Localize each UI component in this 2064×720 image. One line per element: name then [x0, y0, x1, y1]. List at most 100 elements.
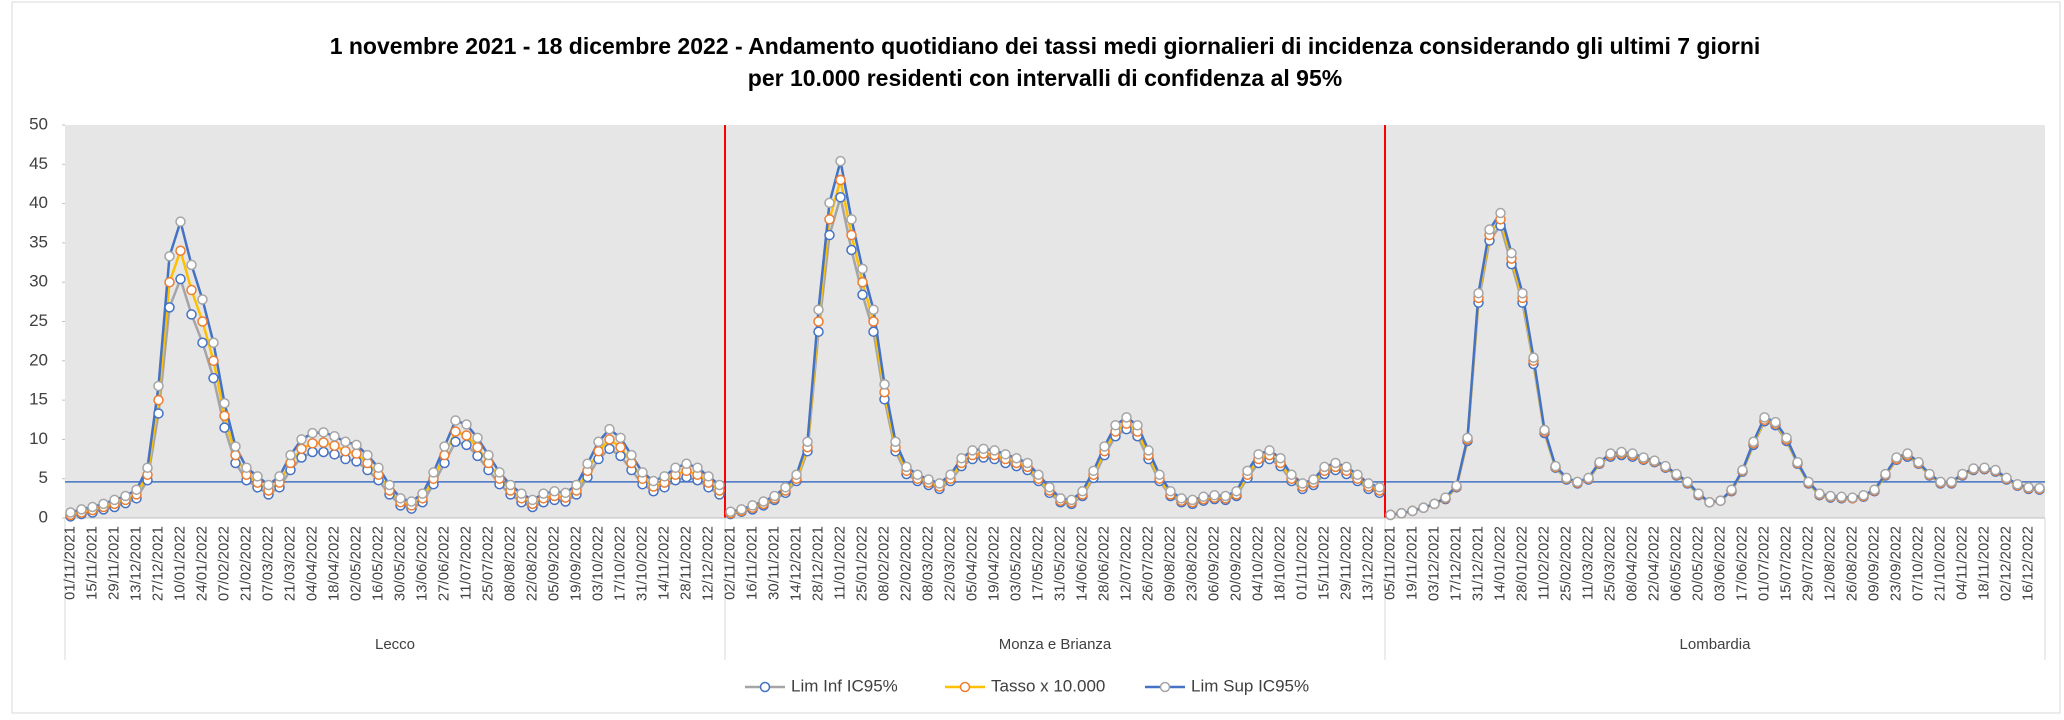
x-tick-label: 21/03/2022 [281, 526, 298, 601]
y-tick-label: 25 [29, 311, 48, 330]
data-point [835, 155, 846, 167]
x-tick-label: 23/09/2022 [1887, 526, 1904, 601]
data-point [648, 475, 659, 487]
x-tick-label: 13/12/2022 [1359, 526, 1376, 601]
data-point [1374, 482, 1385, 493]
legend-label: Lim Inf IC95% [791, 676, 898, 695]
x-tick-label: 01/11/2021 [61, 526, 78, 600]
x-tick-label: 26/07/2022 [1139, 526, 1156, 601]
data-point [1847, 492, 1858, 503]
data-point [1297, 478, 1308, 489]
chart-title: per 10.000 residenti con intervalli di c… [748, 65, 1342, 91]
data-point [714, 479, 725, 491]
data-point [571, 479, 582, 491]
x-tick-label: 15/07/2022 [1777, 526, 1794, 601]
data-point [307, 427, 318, 439]
data-point [1418, 502, 1429, 514]
x-tick-label: 02/05/2022 [347, 526, 364, 601]
x-tick-label: 13/06/2022 [413, 526, 430, 601]
data-point [450, 436, 461, 448]
data-point [813, 304, 824, 315]
data-point [670, 462, 681, 473]
y-tick-label: 0 [39, 507, 48, 526]
data-point [1429, 498, 1440, 510]
data-point [1341, 461, 1352, 473]
data-point [1187, 494, 1198, 506]
data-point [1781, 432, 1792, 444]
data-point [1198, 491, 1209, 503]
data-point [780, 482, 791, 493]
data-point [351, 448, 362, 459]
x-tick-label: 28/12/2021 [809, 526, 826, 601]
data-point [516, 488, 527, 499]
data-point [1924, 468, 1935, 480]
x-tick-label: 04/11/2022 [1953, 526, 1970, 600]
data-point [1077, 486, 1088, 497]
data-point [219, 410, 230, 422]
data-point [164, 276, 175, 288]
data-point [560, 487, 571, 499]
data-point [175, 216, 186, 227]
x-tick-label: 25/02/2022 [1557, 526, 1574, 601]
x-tick-label: 30/05/2022 [391, 526, 408, 601]
x-tick-label: 03/06/2022 [1711, 526, 1728, 601]
x-tick-label: 04/04/2022 [303, 526, 320, 601]
data-point [197, 337, 208, 348]
data-point [1737, 464, 1748, 476]
data-point [428, 467, 439, 478]
data-point [175, 245, 186, 257]
x-tick-label: 05/11/2021 [1381, 526, 1398, 600]
data-point [1242, 465, 1253, 477]
data-point [637, 467, 648, 478]
data-point [230, 449, 241, 461]
data-point [1682, 476, 1693, 488]
data-point [87, 501, 98, 513]
data-point [1715, 495, 1726, 506]
x-tick-label: 17/12/2021 [1447, 526, 1464, 601]
x-tick-label: 19/09/2022 [567, 526, 584, 601]
data-point [76, 504, 87, 515]
x-tick-label: 25/01/2022 [853, 526, 870, 601]
data-point [461, 430, 472, 441]
data-point [868, 304, 879, 315]
data-point [219, 422, 230, 433]
data-point [1110, 420, 1121, 431]
data-point [1066, 494, 1077, 506]
data-point [208, 337, 219, 348]
data-point [868, 326, 879, 337]
x-tick-label: 18/11/2022 [1975, 526, 1992, 600]
data-point [1583, 472, 1594, 484]
data-point [406, 496, 417, 507]
x-tick-label: 22/04/2022 [1645, 526, 1662, 601]
data-point [197, 294, 208, 305]
data-point [1605, 448, 1616, 459]
data-point [318, 427, 329, 438]
data-point [1726, 484, 1737, 495]
x-tick-label: 02/12/2022 [1997, 526, 2014, 601]
data-point [219, 397, 230, 409]
y-tick-label: 15 [29, 390, 48, 409]
data-point [813, 326, 824, 337]
y-tick-label: 20 [29, 350, 48, 369]
data-point [1055, 493, 1066, 504]
x-tick-label: 20/09/2022 [1227, 526, 1244, 601]
data-point [1968, 463, 1979, 474]
data-point [329, 440, 340, 451]
x-tick-label: 08/04/2022 [1623, 526, 1640, 601]
data-point [725, 506, 736, 517]
x-tick-label: 28/01/2022 [1513, 526, 1530, 601]
data-point [615, 432, 626, 444]
data-point [1704, 497, 1715, 508]
data-point [1935, 476, 1946, 488]
data-point [626, 449, 637, 461]
x-tick-label: 11/03/2022 [1579, 526, 1596, 600]
x-tick-label: 05/09/2022 [545, 526, 562, 601]
x-tick-label: 03/10/2022 [589, 526, 606, 601]
data-point [1407, 505, 1418, 517]
data-point [1088, 465, 1099, 477]
data-point [450, 415, 461, 426]
data-point [417, 488, 428, 499]
data-point [263, 479, 274, 491]
data-point [307, 446, 318, 458]
x-tick-label: 05/04/2022 [963, 526, 980, 601]
